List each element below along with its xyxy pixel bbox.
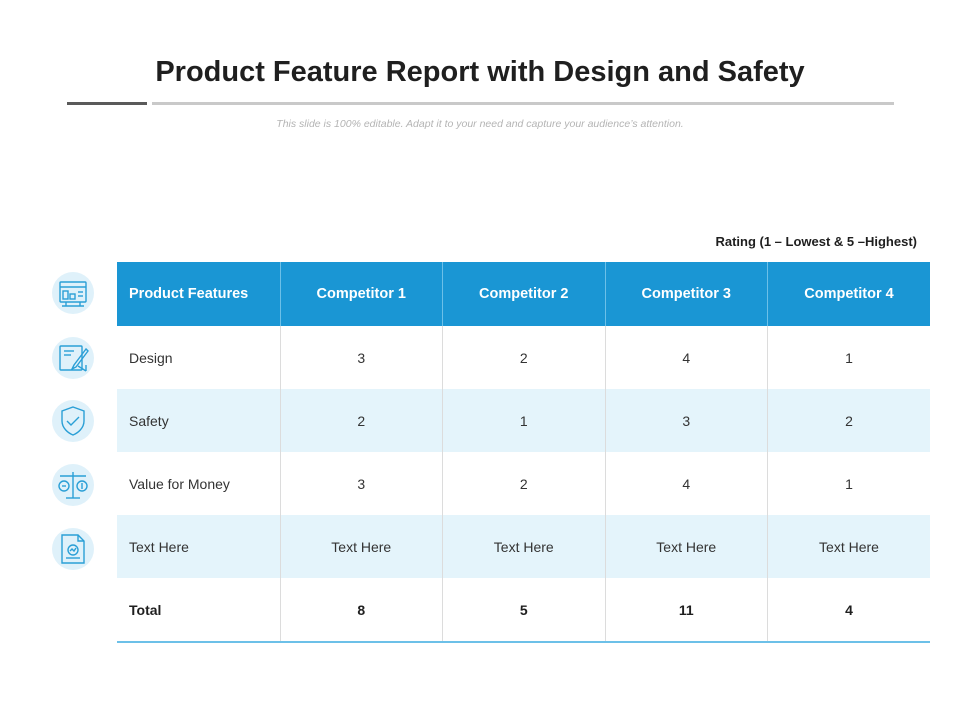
table-row: Design 3 2 4 1: [117, 326, 930, 389]
table-cell: Text Here: [280, 515, 443, 578]
table-cell: 3: [280, 326, 443, 389]
table-cell: Text Here: [442, 515, 606, 578]
table-row: Text Here Text Here Text Here Text Here …: [117, 515, 930, 578]
dashboard-icon: [48, 268, 98, 318]
header-competitor-1: Competitor 1: [280, 262, 443, 326]
table-cell: 1: [845, 475, 853, 492]
table-total-row: Total 8 5 11 4: [117, 578, 930, 643]
row-feature-label: Design: [117, 326, 281, 389]
feature-rating-table: Product Features Competitor 1 Competitor…: [117, 262, 930, 643]
total-cell: 5: [442, 578, 606, 643]
title-underline-accent: [67, 102, 147, 105]
subtitle: This slide is 100% editable. Adapt it to…: [276, 118, 684, 130]
table-cell: 2: [767, 389, 930, 452]
rating-legend: Rating (1 – Lowest & 5 –Highest): [715, 234, 917, 249]
header-competitor-4: Competitor 4: [767, 262, 930, 326]
table-row: Value for Money 3 2 4 1: [117, 452, 930, 515]
table-cell: 4: [605, 452, 768, 515]
table-cell: Text Here: [767, 515, 930, 578]
table-cell: 3: [280, 452, 443, 515]
table-cell: 4: [605, 326, 768, 389]
table-header-row: Product Features Competitor 1 Competitor…: [117, 262, 930, 326]
shield-check-icon: [48, 396, 98, 446]
table-cell: 1: [845, 349, 853, 366]
total-cell: 11: [605, 578, 768, 643]
total-label: Total: [117, 578, 281, 643]
scale-money-icon: [48, 460, 98, 510]
table-cell: 2: [442, 326, 606, 389]
total-cell: 8: [280, 578, 443, 643]
header-product-features: Product Features: [117, 262, 281, 326]
table-row: Safety 2 1 3 2: [117, 389, 930, 452]
title-underline: [152, 102, 894, 105]
total-cell: 4: [767, 578, 930, 643]
header-competitor-2: Competitor 2: [442, 262, 606, 326]
table-cell: 2: [280, 389, 443, 452]
header-competitor-3: Competitor 3: [605, 262, 768, 326]
design-pencil-icon: [48, 333, 98, 383]
row-feature-label: Value for Money: [117, 452, 281, 515]
row-feature-label: Safety: [117, 389, 281, 452]
table-cell: 1: [442, 389, 606, 452]
table-cell: 3: [605, 389, 768, 452]
page-title: Product Feature Report with Design and S…: [155, 56, 805, 88]
table-cell: 2: [442, 452, 606, 515]
table-cell: Text Here: [605, 515, 768, 578]
row-feature-label: Text Here: [117, 515, 281, 578]
report-document-icon: [48, 524, 98, 574]
